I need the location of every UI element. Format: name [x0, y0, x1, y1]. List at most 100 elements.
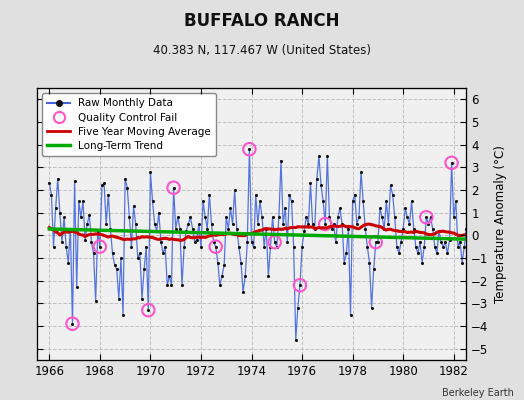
Point [287, 198, 296, 204]
Point [138, 296, 146, 302]
Point [148, 198, 157, 204]
Point [167, 282, 176, 288]
Point [342, 250, 351, 257]
Point [155, 210, 163, 216]
Point [249, 244, 258, 250]
Point [104, 191, 113, 198]
Point [157, 239, 165, 245]
Point [346, 312, 355, 318]
Point [208, 221, 216, 227]
Point [359, 198, 367, 204]
Point [199, 198, 208, 204]
Point [264, 273, 272, 279]
Point [388, 191, 397, 198]
Legend: Raw Monthly Data, Quality Control Fail, Five Year Moving Average, Long-Term Tren: Raw Monthly Data, Quality Control Fail, … [42, 93, 216, 156]
Point [165, 273, 173, 279]
Point [447, 160, 456, 166]
Point [235, 244, 243, 250]
Point [319, 198, 328, 204]
Point [374, 239, 382, 245]
Point [239, 289, 247, 295]
Point [245, 146, 254, 152]
Point [241, 273, 249, 279]
Point [291, 336, 300, 343]
Point [334, 214, 342, 220]
Point [210, 239, 218, 245]
Point [330, 221, 338, 227]
Point [224, 225, 233, 232]
Point [378, 214, 386, 220]
Text: BUFFALO RANCH: BUFFALO RANCH [184, 12, 340, 30]
Point [237, 259, 245, 266]
Point [132, 221, 140, 227]
Point [140, 266, 148, 272]
Point [311, 225, 319, 232]
Point [186, 214, 194, 220]
Point [58, 239, 66, 245]
Point [454, 244, 462, 250]
Point [365, 259, 374, 266]
Point [108, 250, 117, 257]
Point [159, 250, 167, 257]
Point [60, 214, 68, 220]
Point [150, 221, 159, 227]
Point [275, 214, 283, 220]
Point [70, 178, 79, 184]
Point [47, 191, 56, 198]
Point [88, 239, 96, 245]
Point [407, 198, 416, 204]
Point [184, 221, 192, 227]
Point [117, 255, 125, 261]
Point [296, 282, 304, 288]
Point [313, 176, 321, 182]
Point [180, 244, 188, 250]
Point [315, 153, 323, 159]
Point [115, 296, 123, 302]
Point [338, 221, 346, 227]
Point [412, 244, 420, 250]
Point [146, 169, 155, 175]
Point [452, 198, 460, 204]
Point [222, 214, 231, 220]
Point [247, 239, 256, 245]
Point [437, 239, 445, 245]
Point [300, 228, 308, 234]
Point [272, 244, 281, 250]
Point [433, 250, 441, 257]
Point [260, 244, 268, 250]
Point [355, 214, 363, 220]
Point [68, 320, 77, 327]
Point [178, 282, 186, 288]
Point [136, 250, 144, 257]
Point [53, 176, 62, 182]
Point [443, 250, 452, 257]
Point [64, 259, 72, 266]
Point [298, 244, 306, 250]
Point [90, 250, 98, 257]
Point [195, 221, 203, 227]
Point [176, 225, 184, 232]
Point [134, 255, 142, 261]
Point [439, 244, 447, 250]
Point [450, 214, 458, 220]
Point [468, 239, 477, 245]
Point [169, 184, 178, 191]
Point [92, 298, 100, 304]
Point [304, 221, 313, 227]
Text: 40.383 N, 117.467 W (United States): 40.383 N, 117.467 W (United States) [153, 44, 371, 57]
Point [262, 225, 270, 232]
Point [471, 244, 479, 250]
Point [427, 214, 435, 220]
Point [62, 244, 70, 250]
Point [441, 239, 450, 245]
Point [416, 239, 424, 245]
Point [351, 191, 359, 198]
Point [392, 244, 401, 250]
Point [420, 244, 429, 250]
Point [414, 250, 422, 257]
Point [384, 221, 392, 227]
Point [203, 225, 212, 232]
Point [336, 205, 344, 211]
Point [254, 221, 262, 227]
Point [277, 157, 285, 164]
